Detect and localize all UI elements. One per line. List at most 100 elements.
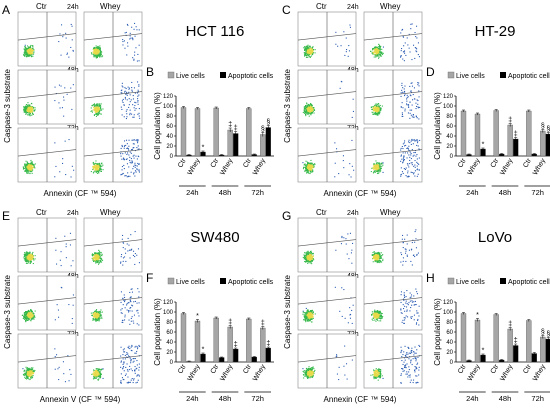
significance-marker: * <box>482 142 485 149</box>
facs-event-dot <box>96 172 98 174</box>
facs-event-dot <box>402 162 404 164</box>
facs-event-dot <box>310 165 312 167</box>
facs-event-dot <box>377 53 379 55</box>
facs-event-dot <box>98 48 100 50</box>
facs-event-dot <box>416 139 418 141</box>
facs-event-dot <box>27 163 29 165</box>
facs-event-dot <box>96 46 98 48</box>
facs-event-dot <box>102 169 104 171</box>
facs-event-dot <box>373 49 375 51</box>
facs-event-dot <box>24 376 26 378</box>
facs-event-dot <box>96 374 98 376</box>
facs-event-dot <box>93 369 95 371</box>
facs-event-dot <box>309 56 311 58</box>
facs-event-dot <box>101 165 103 167</box>
facs-event-dot <box>417 100 419 102</box>
facs-event-dot <box>406 163 408 165</box>
facs-event-dot <box>97 106 99 108</box>
facs-event-dot <box>406 94 408 96</box>
facs-event-dot <box>98 51 100 53</box>
facs-event-dot <box>400 160 402 162</box>
facs-event-dot <box>125 252 127 254</box>
facs-event-dot <box>375 163 377 165</box>
facs-event-dot <box>98 249 100 251</box>
facs-event-dot <box>120 346 122 348</box>
facs-event-dot <box>305 115 307 117</box>
facs-event-dot <box>121 158 123 160</box>
facs-event-dot <box>29 114 31 116</box>
facs-event-dot <box>132 95 134 97</box>
facs-event-dot <box>410 171 412 173</box>
facs-column-label-whey: Whey <box>380 2 400 11</box>
facs-event-dot <box>93 114 95 116</box>
facs-event-dot <box>25 251 27 253</box>
facs-event-dot <box>400 95 402 97</box>
facs-dot-cloud <box>90 288 140 326</box>
facs-event-dot <box>102 368 104 370</box>
facs-event-dot <box>29 48 31 50</box>
facs-event-dot <box>400 56 402 58</box>
facs-event-dot <box>28 106 30 108</box>
facs-event-dot <box>314 163 316 165</box>
facs-event-dot <box>56 354 58 356</box>
facs-event-dot <box>307 53 309 55</box>
facs-event-dot <box>96 108 98 110</box>
facs-event-dot <box>306 171 308 173</box>
facs-event-dot <box>32 317 34 319</box>
facs-event-dot <box>91 253 93 255</box>
facs-event-dot <box>100 53 102 55</box>
facs-event-dot <box>101 316 103 318</box>
facs-event-dot <box>306 161 308 163</box>
facs-event-dot <box>30 313 32 315</box>
facs-event-dot <box>373 164 375 166</box>
facs-event-dot <box>418 82 420 84</box>
facs-event-dot <box>313 49 315 51</box>
facs-event-dot <box>94 170 96 172</box>
facs-event-dot <box>416 158 418 160</box>
facs-event-dot <box>382 53 384 55</box>
facs-event-dot <box>381 48 383 50</box>
facs-event-dot <box>378 107 380 109</box>
facs-event-dot <box>98 262 100 264</box>
facs-event-dot <box>133 172 135 174</box>
y-tick-label: 60 <box>166 124 173 130</box>
facs-event-dot <box>29 317 31 319</box>
facs-event-dot <box>372 166 374 168</box>
facs-event-dot <box>416 37 418 39</box>
facs-event-dot <box>406 37 408 39</box>
facs-event-dot <box>124 248 126 250</box>
facs-event-dot <box>33 164 35 166</box>
facs-event-dot <box>380 107 382 109</box>
facs-event-dot <box>313 108 315 110</box>
facs-event-dot <box>26 55 28 57</box>
facs-event-dot <box>24 318 26 320</box>
facs-event-dot <box>123 157 125 159</box>
facs-event-dot <box>129 356 131 358</box>
facs-event-dot <box>372 167 374 169</box>
facs-event-dot <box>123 370 125 372</box>
facs-event-dot <box>377 114 379 116</box>
facs-event-dot <box>377 167 379 169</box>
facs-event-dot <box>26 259 28 261</box>
facs-event-dot <box>130 158 132 160</box>
facs-event-dot <box>418 148 420 150</box>
facs-event-dot <box>95 115 97 117</box>
facs-event-dot <box>120 382 122 384</box>
facs-event-dot <box>410 91 412 93</box>
facs-event-dot <box>34 163 36 165</box>
facs-event-dot <box>121 89 123 91</box>
facs-event-dot <box>412 155 414 157</box>
facs-event-dot <box>334 162 336 164</box>
facs-event-dot <box>137 248 139 250</box>
facs-event-dot <box>407 44 409 46</box>
facs-event-dot <box>137 95 139 97</box>
facs-event-dot <box>379 111 381 113</box>
facs-event-dot <box>309 53 311 55</box>
facs-event-dot <box>416 169 418 171</box>
facs-event-dot <box>32 257 34 259</box>
facs-event-dot <box>27 315 29 317</box>
facs-event-dot <box>124 307 126 309</box>
facs-event-dot <box>305 165 307 167</box>
facs-event-dot <box>128 345 130 347</box>
facs-event-dot <box>98 250 100 252</box>
